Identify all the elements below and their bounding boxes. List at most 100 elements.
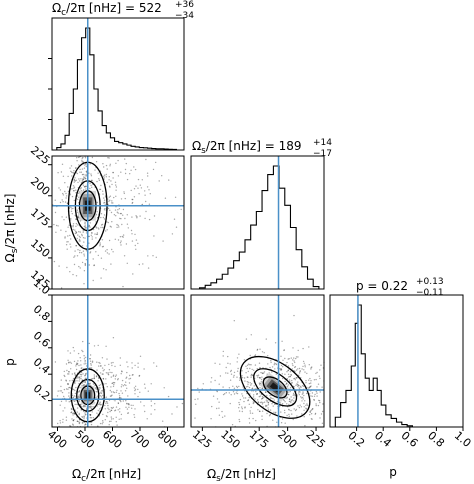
- scatter-omega-s-omega-c-sample: [122, 236, 124, 238]
- scatter-p-omega-s-sample: [274, 412, 276, 414]
- scatter-p-omega-s-sample: [233, 393, 236, 395]
- scatter-p-omega-c-sample: [72, 419, 74, 422]
- scatter-omega-s-omega-c-sample: [102, 190, 104, 192]
- scatter-omega-s-omega-c-sample: [120, 212, 123, 215]
- scatter-p-omega-s-sample: [302, 385, 305, 387]
- scatter-omega-s-omega-c-sample: [71, 188, 73, 190]
- scatter-omega-s-omega-c-sample: [99, 243, 101, 246]
- scatter-omega-s-omega-c-sample: [109, 165, 111, 167]
- scatter-omega-s-omega-c-sample: [136, 216, 138, 218]
- scatter-omega-s-omega-c-sample: [76, 255, 79, 257]
- scatter-p-omega-s-sample: [258, 396, 260, 398]
- scatter-omega-s-omega-c-sample: [64, 237, 66, 239]
- scatter-p-omega-s-sample: [284, 401, 286, 403]
- scatter-omega-s-omega-c-sample: [83, 189, 85, 191]
- scatter-p-omega-s-sample: [303, 394, 305, 397]
- scatter-p-omega-c-sample: [133, 416, 136, 418]
- scatter-omega-s-omega-c-sample: [85, 188, 87, 190]
- scatter-p-omega-s-sample: [258, 410, 261, 412]
- scatter-omega-s-omega-c-sample: [117, 159, 119, 162]
- scatter-p-omega-c-sample: [70, 411, 73, 413]
- scatter-p-omega-c-sample: [127, 366, 129, 368]
- scatter-p-omega-c-sample: [107, 373, 109, 375]
- xtick-p-tick-label: 0.4: [372, 429, 394, 450]
- scatter-p-omega-s-sample: [301, 400, 303, 402]
- scatter-p-omega-s-sample: [310, 368, 312, 370]
- scatter-p-omega-s-sample: [308, 382, 311, 385]
- scatter-p-omega-s-sample: [293, 378, 295, 380]
- scatter-omega-s-omega-c-sample: [105, 269, 107, 271]
- scatter-p-omega-s-sample: [232, 385, 234, 387]
- scatter-p-omega-s-sample: [296, 415, 298, 417]
- scatter-p-omega-c-sample: [95, 391, 97, 393]
- scatter-omega-s-omega-c-sample: [119, 212, 122, 215]
- scatter-p-omega-s-sample: [311, 366, 313, 368]
- scatter-p-omega-c-sample: [71, 379, 74, 382]
- scatter-p-omega-s-sample: [304, 366, 306, 368]
- scatter-omega-s-omega-c-sample: [122, 285, 124, 288]
- scatter-p-omega-s-sample: [296, 383, 298, 385]
- scatter-omega-s-omega-c-sample: [89, 182, 91, 185]
- scatter-omega-s-omega-c-sample: [82, 178, 84, 180]
- scatter-p-omega-s-sample: [243, 400, 245, 403]
- scatter-p-omega-s-sample: [251, 368, 253, 371]
- scatter-p-omega-c-sample: [113, 381, 115, 384]
- scatter-p-omega-s-sample: [309, 411, 311, 413]
- scatter-p-omega-s-sample: [224, 393, 226, 395]
- scatter-p-omega-c-sample: [109, 389, 112, 392]
- scatter-omega-s-omega-c-sample: [120, 218, 122, 220]
- scatter-omega-s-omega-c-sample: [107, 207, 110, 210]
- scatter-p-omega-s-sample: [284, 397, 286, 399]
- scatter-p-omega-c-sample: [127, 412, 129, 414]
- scatter-p-omega-s-sample: [288, 413, 290, 416]
- scatter-p-omega-s-sample: [197, 387, 199, 390]
- scatter-omega-s-omega-c-sample: [82, 173, 85, 176]
- scatter-p-omega-s-sample: [259, 387, 261, 389]
- scatter-p-omega-s-sample: [286, 396, 288, 398]
- scatter-p-omega-s-sample: [303, 416, 305, 418]
- scatter-p-omega-s-sample: [245, 365, 247, 367]
- scatter-omega-s-omega-c-sample: [69, 167, 71, 169]
- scatter-omega-s-omega-c-sample: [82, 178, 84, 181]
- scatter-p-omega-c-sample: [62, 418, 64, 421]
- scatter-p-omega-s-sample: [293, 370, 295, 372]
- scatter-p-omega-c-sample: [82, 350, 84, 353]
- scatter-p-omega-s-sample: [302, 396, 304, 399]
- scatter-p-omega-c-sample: [120, 400, 122, 403]
- scatter-omega-s-omega-c-sample: [111, 221, 113, 223]
- scatter-omega-s-omega-c-sample: [99, 242, 101, 244]
- scatter-p-omega-c-sample: [74, 400, 76, 402]
- scatter-p-omega-c-sample: [70, 362, 73, 364]
- scatter-omega-s-omega-c-sample: [142, 263, 144, 265]
- scatter-omega-s-omega-c-sample: [122, 214, 124, 216]
- scatter-p-omega-s-sample: [297, 356, 299, 358]
- scatter-omega-s-omega-c-sample: [91, 238, 94, 240]
- scatter-omega-s-omega-c-sample: [110, 211, 113, 214]
- scatter-p-omega-c-sample: [80, 375, 82, 377]
- scatter-p-omega-s-sample: [263, 396, 265, 399]
- scatter-p-omega-c-sample: [111, 364, 113, 367]
- scatter-omega-s-omega-c-sample: [132, 273, 134, 275]
- scatter-p-omega-c-sample: [128, 406, 130, 408]
- scatter-omega-s-omega-c-sample: [76, 160, 78, 162]
- scatter-p-omega-s-sample: [305, 382, 307, 384]
- scatter-p-omega-c-sample: [76, 363, 78, 366]
- scatter-omega-s-omega-c-sample: [70, 206, 72, 209]
- xtick-omega-c-tick-label: 500: [72, 428, 96, 451]
- scatter-p-omega-s-sample: [289, 398, 291, 400]
- scatter-p-omega-s-sample: [239, 377, 241, 379]
- scatter-p-omega-s-sample: [218, 414, 221, 416]
- scatter-p-omega-c-sample: [100, 391, 102, 393]
- scatter-omega-s-omega-c-frame: [51, 155, 185, 290]
- scatter-p-omega-s-sample: [259, 395, 261, 397]
- scatter-omega-s-omega-c-sample: [125, 162, 128, 165]
- scatter-p-omega-c-sample: [62, 421, 64, 423]
- xtick-omega-s-tick-label: 225: [303, 428, 327, 451]
- scatter-p-omega-c-sample: [128, 382, 131, 384]
- scatter-omega-s-omega-c-sample: [83, 283, 85, 285]
- title-omega-s-sup: +14: [313, 138, 332, 148]
- scatter-p-omega-c-sample: [72, 423, 74, 425]
- scatter-omega-s-omega-c-sample: [88, 264, 91, 266]
- scatter-p-omega-c-sample: [105, 402, 107, 404]
- scatter-p-omega-s-sample: [293, 314, 295, 317]
